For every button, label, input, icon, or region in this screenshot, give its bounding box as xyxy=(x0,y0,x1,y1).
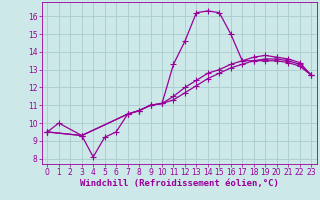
X-axis label: Windchill (Refroidissement éolien,°C): Windchill (Refroidissement éolien,°C) xyxy=(80,179,279,188)
